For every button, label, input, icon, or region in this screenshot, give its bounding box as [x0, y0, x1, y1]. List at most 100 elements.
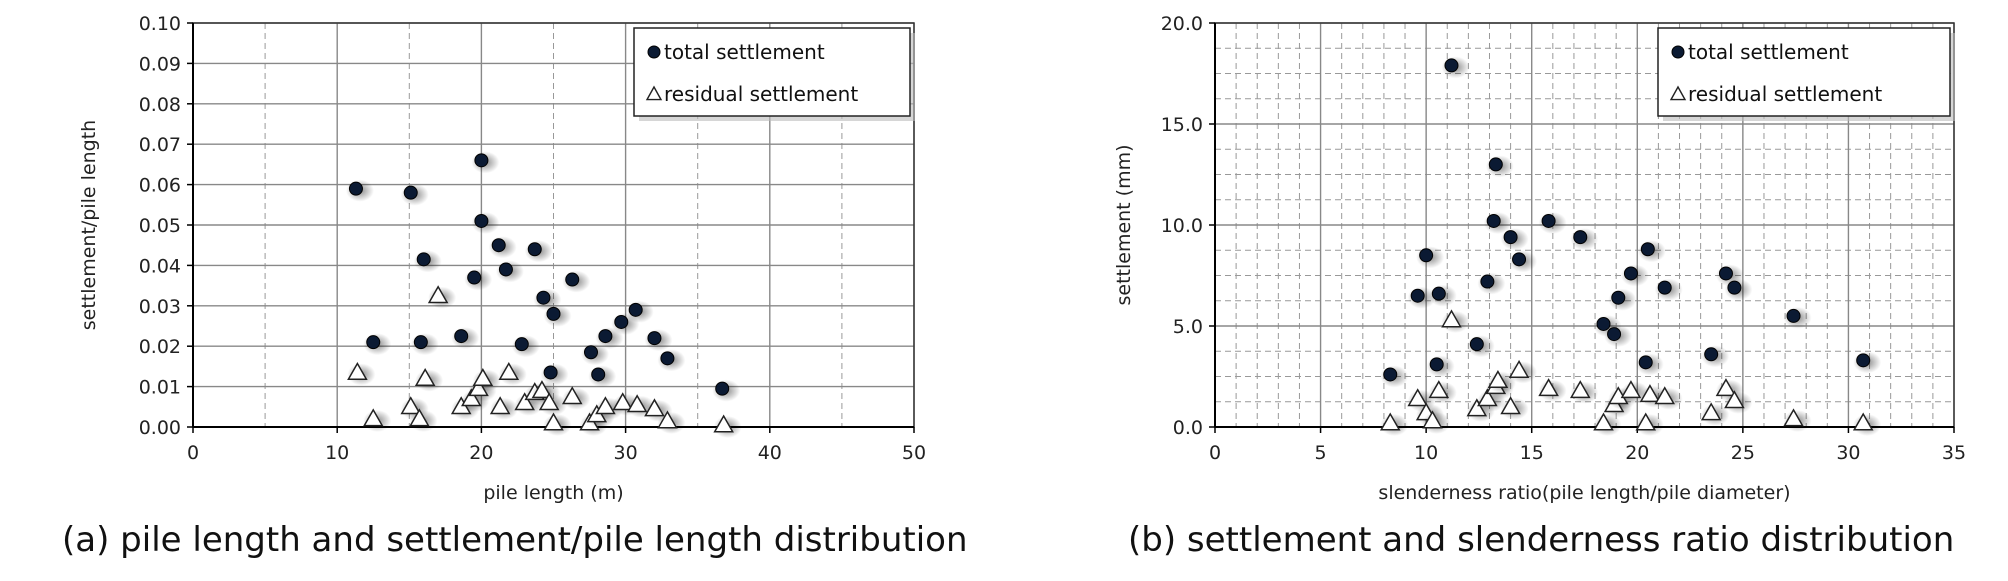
- residual-settlement-point: [498, 361, 520, 380]
- residual-settlement-point: [531, 380, 553, 399]
- y-tick-label: 15.0: [1161, 114, 1203, 136]
- total-settlement-point: [474, 153, 489, 168]
- chart-b: 0 5 10 15 20 25 30 35 0.0 5.0 10.0 15.0 20.0 slendern…: [1113, 13, 1966, 504]
- total-settlement-point: [1573, 230, 1588, 245]
- total-settlement-point: [413, 335, 428, 350]
- total-settlement-point: [565, 272, 580, 287]
- total-settlement-point: [1640, 242, 1655, 257]
- y-axis-title: settlement/pile length: [78, 120, 100, 330]
- caption-b: (b) settlement and slenderness ratio dis…: [1128, 520, 1955, 560]
- total-settlement-point: [591, 367, 606, 382]
- total-settlement-point: [543, 365, 558, 380]
- x-tick-label: 35: [1942, 442, 1966, 464]
- residual-settlement-point: [538, 392, 560, 411]
- y-tick-label: 10.0: [1161, 215, 1203, 237]
- total-settlement-point: [1503, 230, 1518, 245]
- total-settlement-point: [403, 185, 418, 200]
- y-tick-label: 0.0: [1173, 417, 1203, 439]
- y-tick-label: 0.06: [139, 175, 181, 197]
- y-tick-label: 20.0: [1161, 13, 1203, 35]
- y-tick-label: 0.10: [139, 13, 181, 35]
- residual-settlement-point: [1639, 384, 1661, 403]
- total-settlement-point: [514, 337, 529, 352]
- residual-settlement-point: [472, 368, 494, 387]
- x-axis-title: slenderness ratio(pile length/pile diame…: [1378, 482, 1790, 504]
- total-settlement-point: [546, 306, 561, 321]
- total-settlement-point: [1623, 266, 1638, 281]
- total-settlement-point: [583, 345, 598, 360]
- x-tick-label: 20: [469, 442, 493, 464]
- legend: total settlement residual settlement: [1657, 27, 1955, 121]
- y-tick-label: 0.00: [139, 417, 181, 439]
- series-total-settlement: [1380, 56, 1882, 388]
- residual-settlement-point: [1715, 378, 1737, 397]
- total-settlement-point: [660, 351, 675, 366]
- y-tick-label: 5.0: [1173, 316, 1203, 338]
- total-settlement-point: [1607, 327, 1622, 342]
- total-settlement-point: [1419, 248, 1434, 263]
- y-tick-label: 0.04: [139, 255, 181, 277]
- total-settlement-point: [1486, 213, 1501, 228]
- legend-label: residual settlement: [1688, 82, 1882, 106]
- total-settlement-point: [1410, 288, 1425, 303]
- x-tick-label: 20: [1625, 442, 1649, 464]
- residual-settlement-point: [1783, 408, 1804, 427]
- x-tick-label: 25: [1731, 442, 1755, 464]
- total-settlement-point: [1638, 355, 1653, 370]
- x-tick-label: 0: [1209, 442, 1221, 464]
- residual-settlement-point: [657, 410, 678, 429]
- residual-settlement-point: [713, 414, 734, 433]
- chart-a: 0 10 20 30 40 50 0.00 0.01 0.02 0.03 0.04 0.05 0.06 0…: [78, 13, 926, 504]
- total-settlement-point: [647, 331, 662, 346]
- total-settlement-point: [1541, 213, 1556, 228]
- residual-settlement-point: [1407, 388, 1428, 407]
- residual-settlement-point: [1441, 309, 1462, 328]
- legend-box: [633, 27, 911, 117]
- legend: total settlement residual settlement: [633, 27, 915, 121]
- total-settlement-point: [1444, 58, 1459, 73]
- residual-settlement-point: [1508, 359, 1530, 378]
- y-tick-label: 0.03: [139, 296, 181, 318]
- residual-settlement-point: [644, 398, 665, 417]
- x-tick-label: 40: [758, 442, 782, 464]
- y-tick-label: 0.05: [139, 215, 181, 237]
- x-tick-label: 50: [902, 442, 926, 464]
- x-tick-label: 30: [1836, 442, 1860, 464]
- total-settlement-point: [1856, 353, 1871, 368]
- residual-settlement-point: [1654, 386, 1676, 405]
- total-settlement-point: [474, 213, 489, 228]
- residual-settlement-point: [1379, 412, 1401, 431]
- x-tick-label: 10: [1414, 442, 1438, 464]
- residual-settlement-point: [1700, 402, 1722, 421]
- legend-marker-residual: [645, 85, 663, 101]
- total-settlement-point: [498, 262, 513, 277]
- x-tick-label: 5: [1315, 442, 1327, 464]
- x-tick-label: 0: [187, 442, 199, 464]
- residual-settlement-point: [543, 412, 564, 431]
- y-axis-title: settlement (mm): [1113, 144, 1135, 305]
- total-settlement-point: [1704, 347, 1719, 362]
- residual-settlement-point: [1593, 412, 1614, 431]
- total-settlement-point: [1431, 286, 1446, 301]
- y-tick-label: 0.01: [139, 377, 181, 399]
- total-settlement-point: [536, 290, 551, 305]
- residual-settlement-point: [1620, 380, 1642, 399]
- y-tick-label: 0.08: [139, 94, 181, 116]
- x-tick-label: 10: [325, 442, 349, 464]
- y-tick-label: 0.07: [139, 134, 181, 156]
- total-settlement-point: [1383, 367, 1398, 382]
- residual-settlement-point: [1538, 378, 1559, 397]
- total-settlement-point: [454, 329, 469, 344]
- total-settlement-point: [1480, 274, 1495, 289]
- residual-settlement-point: [626, 394, 648, 413]
- residual-settlement-point: [409, 408, 430, 427]
- total-settlement-point: [1429, 357, 1444, 372]
- residual-settlement-point: [1852, 412, 1874, 431]
- total-settlement-point: [1786, 308, 1801, 323]
- residual-settlement-point: [347, 361, 368, 380]
- x-tick-label: 15: [1520, 442, 1544, 464]
- x-axis-title: pile length (m): [483, 482, 623, 504]
- total-settlement-point: [491, 238, 506, 253]
- residual-settlement-point: [1500, 396, 1521, 415]
- residual-settlement-point: [1724, 390, 1745, 409]
